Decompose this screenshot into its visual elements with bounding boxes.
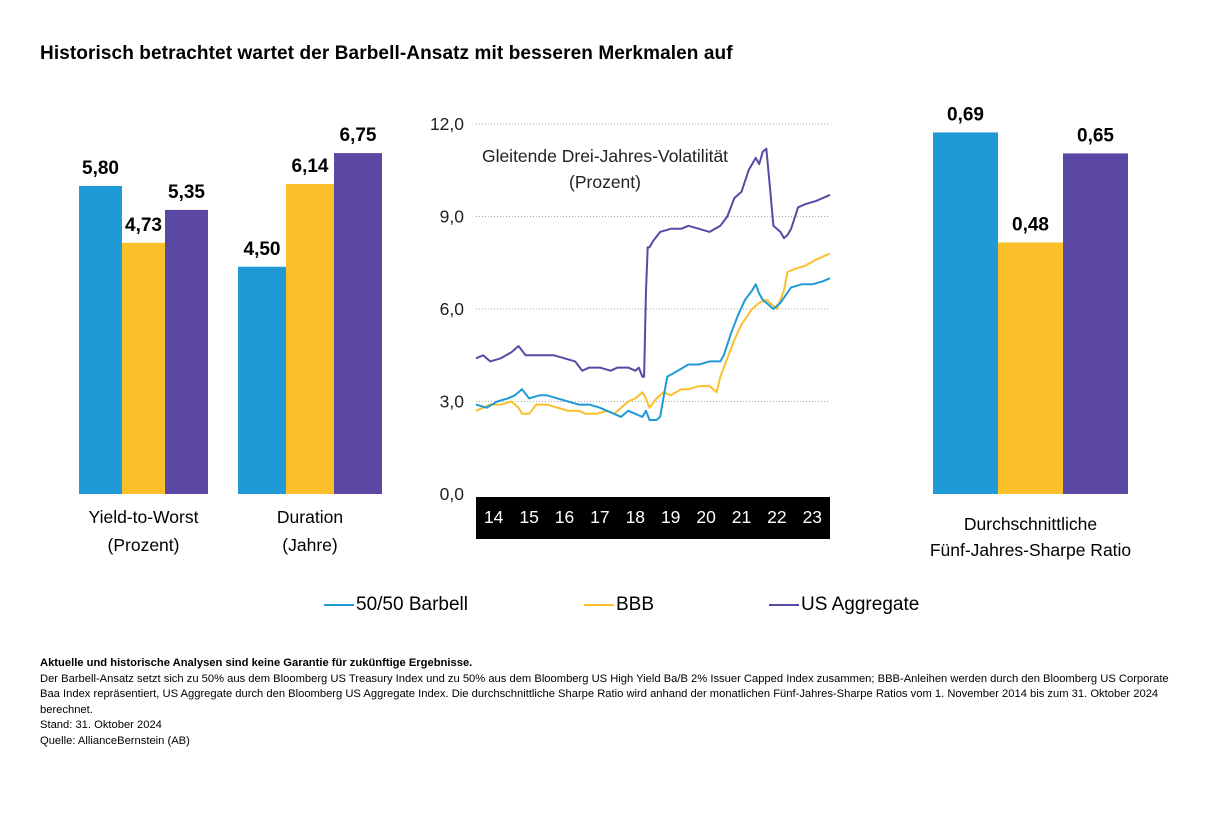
xtick-label-2: 16 <box>555 507 574 527</box>
bar-group-label-1-line0: Duration <box>277 507 343 527</box>
ytick-label-2: 6,0 <box>440 299 465 319</box>
xtick-label-8: 22 <box>767 507 786 527</box>
bar-value-1-barbell: 4,50 <box>244 239 281 260</box>
bar-value-2-barbell: 0,69 <box>947 104 984 125</box>
x-axis-band <box>476 497 830 539</box>
legend-item-barbell: 50/50 Barbell <box>324 594 468 616</box>
bar-1-aggregate <box>334 153 382 494</box>
ytick-label-3: 9,0 <box>440 207 465 227</box>
source-text: Quelle: AllianceBernstein (AB) <box>40 734 190 747</box>
chart-title: Historisch betrachtet wartet der Barbell… <box>40 43 733 64</box>
bar-value-2-bbb: 0,48 <box>1012 214 1049 235</box>
bar-0-bbb <box>122 242 165 494</box>
xtick-label-0: 14 <box>484 507 504 527</box>
legend-item-aggregate: US Aggregate <box>769 594 919 616</box>
legend-label-barbell: 50/50 Barbell <box>356 594 468 615</box>
ytick-label-0: 0,0 <box>440 484 465 504</box>
bar-value-0-barbell: 5,80 <box>82 158 119 179</box>
bar-group-label-0-line1: (Prozent) <box>108 535 180 555</box>
line-aggregate <box>475 147 831 378</box>
legend-label-bbb: BBB <box>616 594 655 615</box>
legend-swatch-barbell <box>324 604 354 606</box>
bar-value-0-bbb: 4,73 <box>125 215 162 236</box>
bar-group-label-2-line1: Fünf-Jahres-Sharpe Ratio <box>930 540 1131 560</box>
date-text: Stand: 31. Oktober 2024 <box>40 719 162 731</box>
ytick-label-1: 3,0 <box>440 392 465 412</box>
bar-0-barbell <box>79 186 122 494</box>
volatility-title-line1: (Prozent) <box>569 172 641 192</box>
legend-item-bbb: BBB <box>584 594 654 616</box>
xtick-label-1: 15 <box>519 507 538 527</box>
xtick-label-3: 17 <box>590 507 609 527</box>
footnotes: Aktuelle und historische Analysen sind k… <box>40 656 1180 749</box>
xtick-label-4: 18 <box>626 507 645 527</box>
legend-label-aggregate: US Aggregate <box>801 594 920 615</box>
legend-swatch-aggregate <box>769 604 799 606</box>
line-barbell <box>475 277 831 421</box>
legend-swatch-bbb <box>584 604 614 606</box>
bar-1-bbb <box>286 183 334 494</box>
xtick-label-5: 19 <box>661 507 680 527</box>
bar-value-1-bbb: 6,14 <box>292 156 329 177</box>
bar-value-2-aggregate: 0,65 <box>1077 125 1114 146</box>
bar-value-0-aggregate: 5,35 <box>168 182 205 203</box>
ytick-label-4: 12,0 <box>430 114 464 134</box>
chart-area: 5,80 4,73 5,35 Yield-to-Worst (Prozent) 4,50 6… <box>79 104 1131 560</box>
bar-value-1-aggregate: 6,75 <box>340 125 377 146</box>
xtick-label-6: 20 <box>696 507 716 527</box>
volatility-title-line0: Gleitende Drei-Jahres-Volatilität <box>482 146 728 166</box>
bar-group-label-0-line0: Yield-to-Worst <box>89 507 199 527</box>
bar-2-bbb <box>998 242 1063 494</box>
xtick-label-7: 21 <box>732 507 751 527</box>
description-text: Der Barbell-Ansatz setzt sich zu 50% aus… <box>40 672 1169 716</box>
bar-2-barbell <box>933 132 998 494</box>
bar-1-barbell <box>238 266 286 494</box>
bar-2-aggregate <box>1063 153 1128 494</box>
bar-group-label-2-line0: Durchschnittliche <box>964 514 1097 534</box>
bar-0-aggregate <box>165 209 208 495</box>
xtick-label-9: 23 <box>803 507 822 527</box>
bar-group-label-1-line1: (Jahre) <box>282 535 337 555</box>
line-bbb <box>475 252 831 415</box>
disclaimer-text: Aktuelle und historische Analysen sind k… <box>40 657 473 669</box>
